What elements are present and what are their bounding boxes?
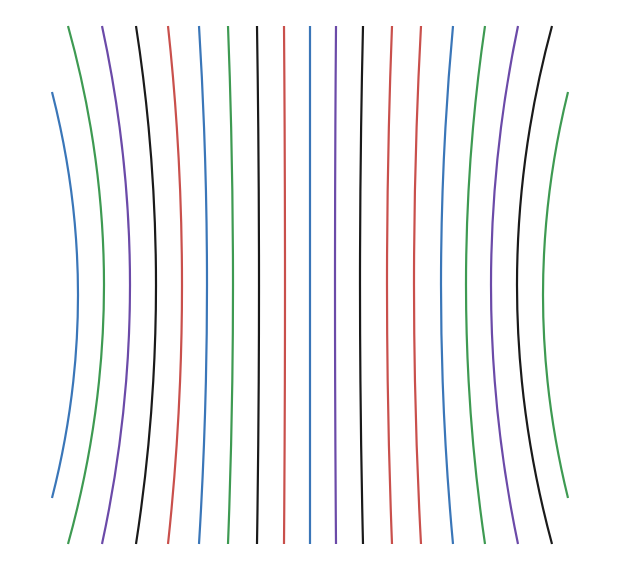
curve-18 bbox=[515, 25, 554, 545]
curve-01 bbox=[50, 91, 80, 499]
curve-19 bbox=[541, 91, 570, 499]
curve-06 bbox=[197, 25, 209, 545]
curve-17 bbox=[489, 25, 520, 545]
curve-12 bbox=[358, 25, 365, 545]
curve-15 bbox=[439, 25, 455, 545]
curves-group bbox=[50, 25, 570, 545]
curve-09 bbox=[282, 25, 287, 545]
curve-11 bbox=[333, 25, 338, 545]
curve-05 bbox=[166, 25, 184, 545]
curve-04 bbox=[134, 25, 158, 545]
curve-16 bbox=[464, 25, 487, 545]
curve-08 bbox=[255, 25, 261, 545]
curve-14 bbox=[412, 25, 423, 545]
curve-13 bbox=[385, 25, 394, 545]
curve-02 bbox=[66, 25, 106, 545]
curve-03 bbox=[100, 25, 132, 545]
curve-07 bbox=[226, 25, 235, 545]
